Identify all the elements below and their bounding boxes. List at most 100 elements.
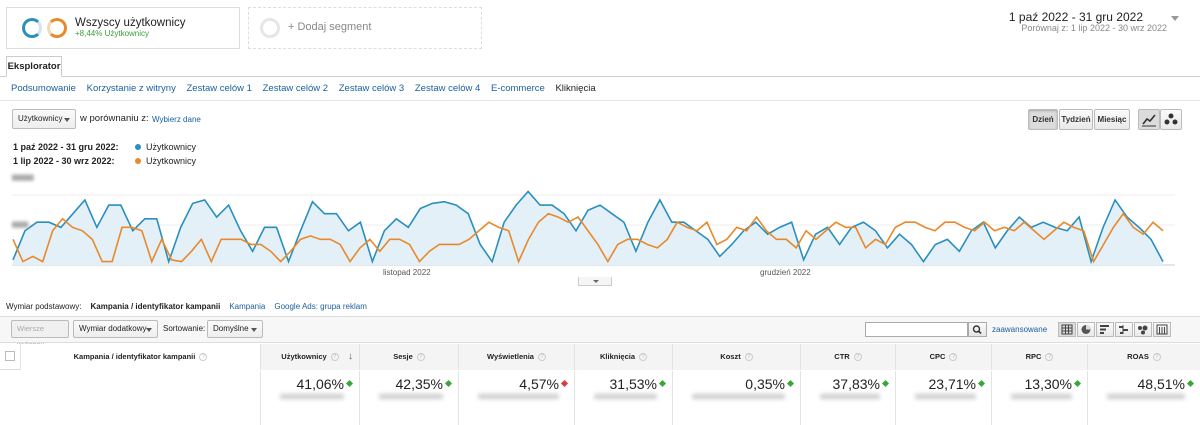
- legend-period-current: 1 paź 2022 - 31 gru 2022:: [13, 142, 119, 152]
- column-header-6[interactable]: CTR?: [800, 344, 895, 370]
- column-header-label: CTR: [834, 352, 850, 361]
- chevron-down-icon: [64, 118, 70, 122]
- help-icon[interactable]: ?: [1045, 353, 1054, 362]
- column-header-5[interactable]: Koszt?: [672, 344, 800, 370]
- blurred-detail: [915, 394, 976, 399]
- sort-desc-icon[interactable]: ↓: [348, 351, 353, 362]
- chevron-down-icon: [146, 328, 152, 332]
- metric-change-value: 37,83%: [832, 376, 880, 392]
- granularity-week-button[interactable]: Tydzień: [1059, 109, 1093, 130]
- column-header-2[interactable]: Sesje?: [359, 344, 458, 370]
- motion-chart-button[interactable]: [1160, 109, 1182, 130]
- date-range-compare: Porównaj z: 1 lip 2022 - 30 wrz 2022: [1021, 23, 1167, 33]
- subtab-goal-set-2[interactable]: Zestaw celów 2: [262, 83, 329, 94]
- secondary-dimension-label: Wymiar dodatkowy: [79, 324, 147, 333]
- column-header-label: Kampania / identyfikator kampanii: [73, 352, 196, 361]
- column-header-label: Sesje: [393, 352, 413, 361]
- search-button[interactable]: [968, 322, 987, 337]
- y-tick-label-blurred: ▆▆▆: [12, 221, 29, 228]
- column-header-label: RPC: [1025, 352, 1042, 361]
- performance-view-button[interactable]: [1096, 322, 1114, 337]
- add-segment-ring-icon: [260, 18, 280, 38]
- segment-ring-compare-icon: [47, 18, 67, 38]
- blurred-detail: [379, 394, 443, 399]
- y-tick-label-blurred: ▆▆▆▆: [12, 174, 34, 181]
- line-chart-icon: [1142, 114, 1156, 127]
- help-icon[interactable]: ?: [537, 353, 546, 362]
- series-area-current: [13, 191, 1163, 265]
- legend-dot-current: [135, 144, 141, 150]
- collapse-chart-toggle[interactable]: [578, 277, 612, 286]
- metric-change-value: 0,35%: [745, 376, 785, 392]
- segment-title: Wszyscy użytkownicy: [75, 17, 186, 29]
- column-header-campaign[interactable]: Kampania / identyfikator kampanii?: [20, 344, 260, 370]
- help-icon[interactable]: ?: [639, 353, 648, 362]
- metric-change-value: 42,35%: [395, 376, 443, 392]
- chevron-down-icon: [251, 328, 257, 332]
- subtab-goal-set-3[interactable]: Zestaw celów 3: [338, 83, 405, 94]
- help-icon[interactable]: ?: [330, 353, 339, 362]
- pivot-view-button[interactable]: [1153, 322, 1171, 337]
- subtab-ecommerce[interactable]: E-commerce: [490, 83, 545, 94]
- dimension-selected: Kampania / identyfikator kampanii: [90, 302, 221, 311]
- column-header-4[interactable]: Kliknięcia?: [574, 344, 672, 370]
- select-all-checkbox[interactable]: [5, 351, 15, 361]
- pick-data-link[interactable]: Wybierz dane: [152, 115, 201, 124]
- pie-view-button[interactable]: [1077, 322, 1095, 337]
- line-chart-button[interactable]: [1138, 109, 1160, 130]
- sort-select[interactable]: Domyślne: [207, 320, 263, 338]
- search-icon: [972, 325, 982, 335]
- help-icon[interactable]: ?: [853, 353, 862, 362]
- metric-change-value: 31,53%: [609, 376, 657, 392]
- help-icon[interactable]: ?: [199, 353, 208, 362]
- granularity-day-button[interactable]: Dzień: [1028, 109, 1058, 130]
- date-dropdown-icon[interactable]: [1171, 16, 1179, 21]
- comparison-view-button[interactable]: [1115, 322, 1133, 337]
- tab-explorer[interactable]: Eksplorator: [6, 56, 62, 77]
- subtab-goal-set-4[interactable]: Zestaw celów 4: [414, 83, 481, 94]
- summary-cell-dimension: [0, 371, 260, 425]
- metric-select-value: Użytkownicy: [18, 114, 63, 123]
- segment-card-all-users[interactable]: Wszyscy użytkownicy +8,44% Użytkownicy: [6, 7, 240, 49]
- subtab-summary[interactable]: Podsumowanie: [11, 83, 76, 94]
- column-header-label: Użytkownicy: [281, 352, 327, 361]
- blurred-detail: [478, 394, 559, 399]
- comparison-icon: [1119, 325, 1128, 334]
- help-icon[interactable]: ?: [1152, 353, 1161, 362]
- date-range[interactable]: 1 paź 2022 - 31 gru 2022: [1008, 10, 1143, 24]
- bubble-chart-icon: [1164, 113, 1178, 125]
- table-view-button[interactable]: [1058, 322, 1076, 337]
- column-header-3[interactable]: Wyświetlenia?: [458, 344, 574, 370]
- blurred-detail: [820, 394, 880, 399]
- plot-rows-button[interactable]: Wiersze wykresu: [11, 320, 69, 349]
- help-icon[interactable]: ?: [416, 353, 425, 362]
- table-search-input[interactable]: [865, 322, 968, 337]
- table-toolbar: [0, 316, 1200, 343]
- granularity-month-button[interactable]: Miesiąc: [1094, 109, 1130, 130]
- dimension-option-adgroup[interactable]: Google Ads: grupa reklam: [274, 302, 367, 311]
- series-line-compare: [12, 212, 1164, 264]
- help-icon[interactable]: ?: [949, 353, 958, 362]
- column-header-label: Kliknięcia: [599, 352, 636, 361]
- users-line-chart: [12, 190, 1175, 266]
- column-header-9[interactable]: ROAS?: [1087, 344, 1200, 370]
- help-icon[interactable]: ?: [744, 353, 753, 362]
- primary-dimension-label: Wymiar podstawowy:: [6, 302, 82, 311]
- bar-list-icon: [1100, 325, 1109, 334]
- grid-icon: [1061, 324, 1073, 335]
- column-header-7[interactable]: CPC?: [895, 344, 991, 370]
- sort-label: Sortowanie:: [163, 324, 206, 333]
- secondary-dimension-select[interactable]: Wymiar dodatkowy: [73, 320, 158, 338]
- column-header-8[interactable]: RPC?: [991, 344, 1087, 370]
- legend-period-compare: 1 lip 2022 - 30 wrz 2022:: [13, 156, 115, 166]
- column-header-1[interactable]: Użytkownicy? ↓: [260, 344, 359, 370]
- term-cloud-view-button[interactable]: [1134, 322, 1152, 337]
- advanced-filter-link[interactable]: zaawansowane: [992, 325, 1048, 334]
- subtab-site-usage[interactable]: Korzystanie z witryny: [86, 83, 176, 94]
- add-segment-card[interactable]: + Dodaj segment: [248, 7, 482, 49]
- dimension-option-campaign[interactable]: Kampania: [229, 302, 266, 311]
- metric-change-value: 4,57%: [519, 376, 559, 392]
- subtab-goal-set-1[interactable]: Zestaw celów 1: [186, 83, 252, 94]
- subtab-clicks[interactable]: Kliknięcia: [555, 83, 596, 94]
- metric-select[interactable]: Użytkownicy: [12, 109, 76, 129]
